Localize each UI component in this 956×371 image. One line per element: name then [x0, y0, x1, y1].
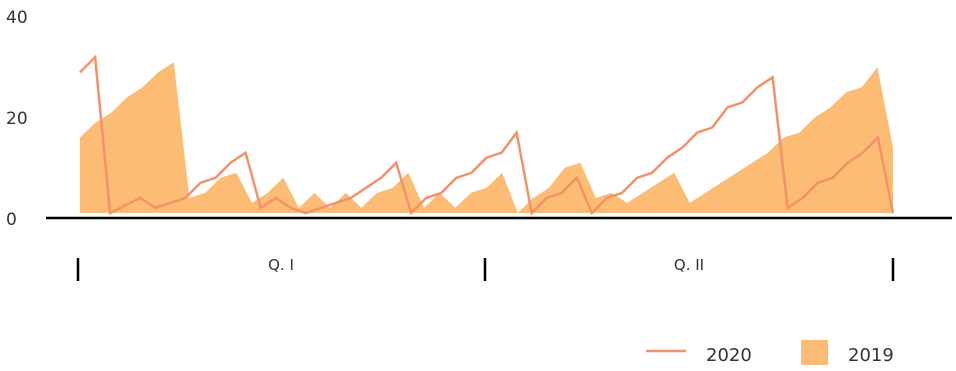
quarter-label-q2: Q. II — [674, 256, 704, 274]
y-tick-label-20: 20 — [6, 109, 28, 129]
y-tick-label-40: 40 — [6, 8, 28, 28]
series-area-2019 — [80, 62, 893, 214]
quarter-axis: Q. I Q. II — [76, 256, 895, 281]
legend: 2020 2019 — [646, 340, 894, 366]
legend-swatch-2019 — [801, 340, 828, 365]
legend-label-2020: 2020 — [706, 345, 752, 366]
series-line-2020 — [79, 54, 895, 216]
legend-label-2019: 2019 — [848, 345, 894, 366]
y-tick-label-0: 0 — [6, 210, 17, 230]
y-axis: 40 20 0 — [6, 8, 28, 230]
plot-area — [79, 54, 895, 216]
quarter-label-q1: Q. I — [268, 256, 294, 274]
